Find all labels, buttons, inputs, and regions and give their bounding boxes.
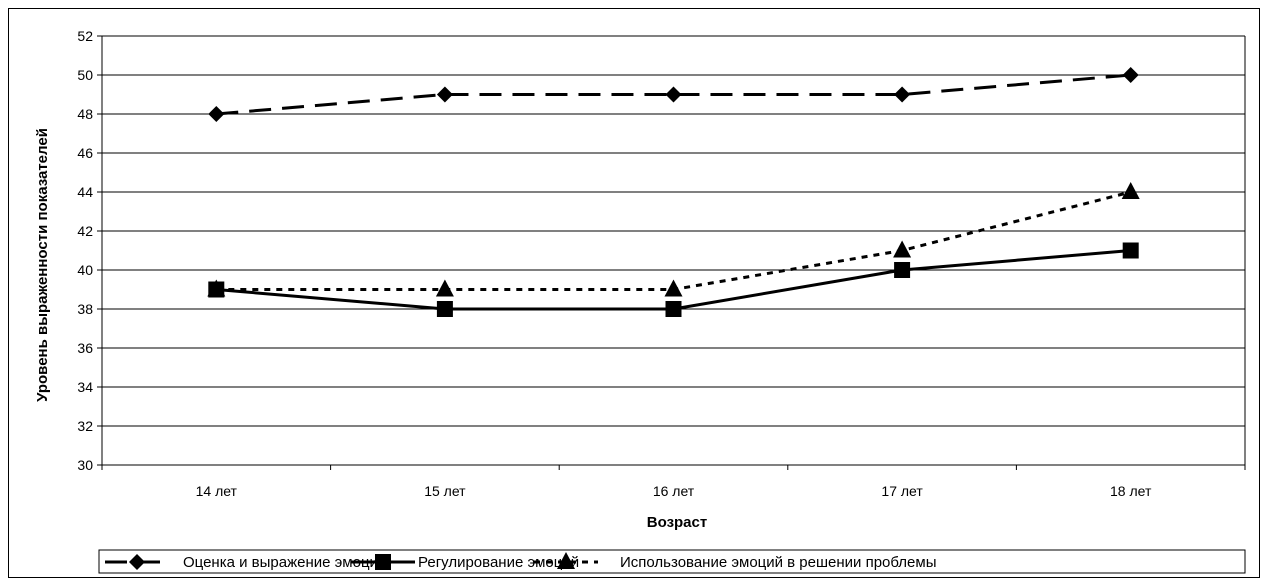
data-point <box>665 86 682 103</box>
y-tick-label: 40 <box>77 262 93 278</box>
series-triangle <box>207 182 1140 297</box>
legend-triangle-icon <box>557 552 575 569</box>
line-chart: 30 32 34 36 38 40 42 44 46 48 50 52 14 лет 15 лет 16 … <box>34 28 1246 574</box>
grid-lines <box>102 35 1245 427</box>
chart-frame: 30 32 34 36 38 40 42 44 46 48 50 52 14 лет 15 лет 16 … <box>8 8 1260 578</box>
data-point <box>1122 67 1139 83</box>
y-tick-label: 52 <box>77 28 93 44</box>
series-diamond <box>208 67 1139 122</box>
legend-label: Оценка и выражение эмоций <box>183 554 386 571</box>
data-point <box>436 301 453 317</box>
legend-item: Использование эмоций в решении проблемы <box>534 552 937 571</box>
legend-item: Оценка и выражение эмоций <box>105 554 386 571</box>
data-point <box>894 86 911 103</box>
data-point <box>1121 182 1140 199</box>
legend-square-icon <box>375 554 391 570</box>
series-line <box>216 73 1131 116</box>
legend-label: Регулирование эмоций <box>418 554 579 571</box>
axes <box>97 35 1246 470</box>
data-point <box>664 279 683 297</box>
legend-diamond-icon <box>129 554 145 570</box>
y-tick-label: 46 <box>77 145 93 161</box>
legend-item: Регулирование эмоций <box>351 554 579 571</box>
y-tick-labels: 30 32 34 36 38 40 42 44 46 48 50 52 <box>77 28 93 473</box>
x-tick-label: 16 лет <box>653 483 695 499</box>
legend-label: Использование эмоций в решении проблемы <box>620 554 937 571</box>
data-point <box>207 279 226 297</box>
data-point <box>436 86 453 103</box>
x-tick-label: 18 лет <box>1110 483 1152 499</box>
data-point <box>893 240 912 258</box>
x-tick-label: 15 лет <box>424 483 466 499</box>
y-tick-label: 50 <box>77 67 93 83</box>
y-tick-label: 32 <box>77 418 93 434</box>
series-line <box>216 190 1132 291</box>
y-tick-label: 42 <box>77 223 93 239</box>
data-point <box>1122 242 1139 259</box>
series-square <box>208 242 1139 317</box>
data-point <box>208 106 225 122</box>
x-tick-label: 14 лет <box>196 483 238 499</box>
y-tick-label: 36 <box>77 340 93 356</box>
y-tick-label: 30 <box>77 457 93 473</box>
y-axis-title: Уровень выраженности показателей <box>34 128 51 402</box>
legend: Оценка и выражение эмоций Регулирование э… <box>98 549 1246 574</box>
series <box>207 67 1140 317</box>
data-point <box>665 301 682 317</box>
y-tick-label: 34 <box>77 379 93 395</box>
y-tick-label: 44 <box>77 184 93 200</box>
data-point <box>894 262 911 278</box>
x-tick-labels: 14 лет 15 лет 16 лет 17 лет 18 лет <box>196 483 1152 499</box>
y-tick-label: 48 <box>77 106 93 122</box>
data-point <box>435 279 454 297</box>
y-tick-label: 38 <box>77 301 93 317</box>
x-axis-title: Возраст <box>647 514 707 531</box>
x-tick-label: 17 лет <box>881 483 923 499</box>
